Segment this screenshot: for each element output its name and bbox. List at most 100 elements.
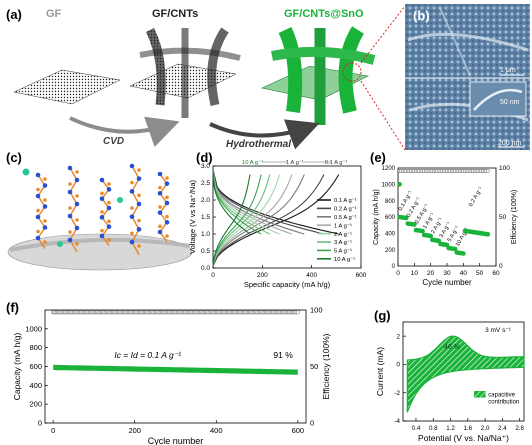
bond bbox=[131, 228, 140, 243]
tin-atom bbox=[42, 183, 48, 188]
gf-label: GF bbox=[46, 8, 62, 20]
y-tick-label: 1000 bbox=[382, 183, 396, 189]
plot-frame bbox=[397, 167, 497, 267]
plot-frame bbox=[402, 321, 525, 422]
bond bbox=[131, 190, 140, 205]
y2-axis-label: Efficiency (100%) bbox=[321, 333, 331, 399]
tin-atom bbox=[164, 200, 170, 206]
y-tick-label: 400 bbox=[385, 232, 396, 238]
tin-atom bbox=[35, 172, 41, 178]
tin-atom bbox=[74, 177, 80, 183]
tin-atom bbox=[129, 214, 135, 219]
oxygen-atom bbox=[137, 218, 141, 223]
retention-label: 91 % bbox=[273, 350, 293, 360]
oxygen-atom bbox=[75, 194, 79, 198]
x-tick-label: 2.4 bbox=[498, 425, 507, 432]
x-tick-label: 20 bbox=[427, 270, 435, 277]
y-tick-label: 1000 bbox=[25, 324, 42, 333]
tin-atom bbox=[157, 210, 163, 215]
tin-atom bbox=[42, 204, 48, 209]
y-tick-label: 600 bbox=[29, 362, 42, 371]
capacity-point bbox=[412, 222, 417, 227]
bond bbox=[69, 203, 78, 217]
efficiency-point bbox=[485, 168, 490, 173]
capacity-band bbox=[53, 364, 298, 375]
sem-scale-200nm: 200 nm bbox=[498, 140, 522, 147]
oxygen-atom bbox=[165, 234, 169, 238]
sodium-ion bbox=[117, 197, 123, 203]
oxygen-atom bbox=[36, 229, 40, 234]
panel-c-label: (c) bbox=[6, 150, 22, 165]
y-axis-label: Voltage (V vs Na⁺/Na) bbox=[188, 180, 197, 254]
legend-label: 0.1 A g⁻¹ bbox=[334, 198, 357, 204]
x-tick-label: 2.0 bbox=[481, 425, 490, 432]
x-tick-label: 2.8 bbox=[515, 425, 524, 432]
bond bbox=[131, 216, 140, 230]
y2-tick-label: 0 bbox=[310, 419, 314, 428]
oxygen-atom bbox=[68, 206, 72, 210]
x-tick-label: 0.8 bbox=[429, 425, 438, 432]
x-tick-label: 10 bbox=[411, 270, 419, 277]
oxygen-atom bbox=[107, 238, 111, 242]
y-tick-label: -2 bbox=[394, 390, 400, 397]
bond bbox=[69, 215, 78, 229]
legend-label: capacitive bbox=[488, 392, 515, 398]
zoom-connector-top bbox=[360, 5, 406, 64]
oxygen-atom bbox=[165, 214, 169, 219]
oxygen-atom bbox=[137, 244, 141, 248]
x-tick-label: 50 bbox=[476, 270, 484, 277]
discharge-curve-2 bbox=[212, 169, 280, 235]
tin-atom bbox=[157, 191, 163, 196]
x-tick-label: 600 bbox=[356, 272, 367, 279]
legend-label: 10 A g⁻¹ bbox=[334, 257, 355, 263]
tin-atom bbox=[67, 213, 73, 219]
y-tick-label: 0.0 bbox=[201, 265, 210, 272]
legend-label: 5 A g⁻¹ bbox=[334, 249, 352, 255]
tin-atom bbox=[35, 193, 41, 199]
cvd-label: CVD bbox=[103, 136, 124, 147]
tin-atom bbox=[157, 229, 163, 235]
tin-atom bbox=[129, 163, 135, 169]
discharge-curve-0.1 bbox=[212, 169, 339, 235]
bond bbox=[131, 241, 140, 256]
panel-e-label: (e) bbox=[370, 150, 386, 165]
hydrothermal-label: Hydrothermal bbox=[226, 139, 291, 150]
y2-tick-label: 50 bbox=[310, 362, 318, 371]
panel-b-label: (b) bbox=[413, 8, 430, 23]
capacity-point bbox=[461, 251, 466, 256]
tin-atom bbox=[99, 196, 105, 201]
discharge-curve-3 bbox=[212, 169, 270, 235]
oxygen-atom bbox=[43, 219, 47, 223]
oxygen-atom bbox=[107, 219, 111, 224]
charge-curve-0.2 bbox=[212, 174, 325, 267]
bond bbox=[69, 227, 78, 241]
discharge-curve-5 bbox=[212, 169, 262, 235]
cycling-condition: Ic = Id = 0.1 A g⁻¹ bbox=[114, 350, 181, 360]
x-tick-label: 1.2 bbox=[446, 425, 455, 432]
sem-image-top bbox=[405, 4, 530, 78]
y2-axis-label: Efficiency (100%) bbox=[511, 190, 518, 244]
y-tick-label: 2.5 bbox=[201, 180, 210, 187]
x-tick-label: 40 bbox=[460, 270, 468, 277]
oxygen-atom bbox=[107, 182, 111, 186]
tin-atom bbox=[164, 220, 170, 225]
tin-atom bbox=[106, 187, 112, 192]
efficiency-point bbox=[295, 310, 300, 315]
capacity-point bbox=[452, 246, 458, 252]
panel-c: (c) bbox=[6, 150, 193, 271]
y2-tick-label: 50 bbox=[499, 214, 507, 221]
capacity-point bbox=[485, 232, 491, 237]
tin-atom bbox=[99, 177, 105, 183]
oxygen-atom bbox=[158, 185, 162, 190]
legend-swatch bbox=[474, 391, 486, 398]
panel-b: (b) 1 μm 50 nm 200 nm bbox=[405, 4, 530, 150]
chart-f-cycling: 0 200 400 600 0 200 400 600 800 1000 0 50 100 Cycle n… bbox=[12, 306, 331, 445]
legend-label: 3 A g⁻¹ bbox=[334, 240, 352, 246]
bond bbox=[131, 178, 140, 192]
x-tick-label: 200 bbox=[128, 426, 141, 435]
legend-label: 0.5 A g⁻¹ bbox=[334, 215, 357, 221]
oxygen-atom bbox=[75, 242, 79, 246]
charge-curve-2 bbox=[212, 174, 281, 267]
chart-g-cv-capacitive: 0.4 0.8 1.2 1.6 2.0 2.4 2.8 -4 -2 0 2 Potential (V … bbox=[375, 321, 525, 443]
